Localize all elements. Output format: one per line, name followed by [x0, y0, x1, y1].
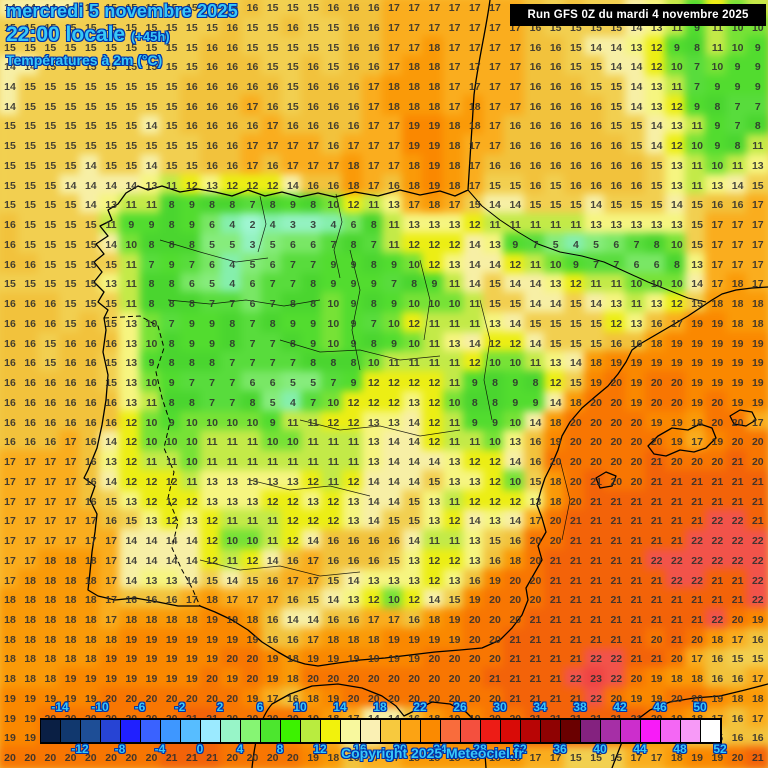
mallorca-island: [647, 423, 717, 457]
ibiza-island: [595, 471, 617, 489]
model-run-label: Run GFS 0Z du mardi 4 novembre 2025: [527, 9, 749, 21]
legend-label-top: -2: [174, 700, 186, 714]
map-title-block: mercredi 5 novembre 2025 22:00 locale (+…: [6, 2, 238, 67]
legend-label-bottom: -12: [71, 742, 89, 756]
portugal-spain-border: [103, 315, 201, 607]
parameter-label: Températures à 2m (°C): [6, 52, 163, 68]
forecast-date: mercredi 5 novembre 2025: [6, 1, 238, 21]
legend-label-bottom: 12: [313, 742, 327, 756]
legend-label-bottom: 40: [593, 742, 607, 756]
legend-label-bottom: 44: [633, 742, 647, 756]
legend-label-top: 2: [216, 700, 224, 714]
iberia-coastline: [83, 0, 768, 667]
legend-label-top: 18: [373, 700, 387, 714]
legend-label-top: 10: [293, 700, 307, 714]
legend-label-top: 26: [453, 700, 467, 714]
legend-label-bottom: 32: [513, 742, 527, 756]
legend-label-bottom: 4: [236, 742, 244, 756]
legend-label-bottom: 20: [393, 742, 407, 756]
legend-color-bar: [40, 718, 722, 744]
forecast-offset: (+45h): [130, 29, 170, 44]
legend-label-top: -10: [91, 700, 109, 714]
color-scale-legend: -14 -10 -6 -2 2 6 10 14 18 22 26 30 34 38 42 46 50 -12 -8-…: [0, 694, 768, 768]
legend-label-bottom: 28: [473, 742, 487, 756]
legend-label-bottom: -4: [154, 742, 166, 756]
legend-label-bottom: 0: [196, 742, 204, 756]
legend-label-bottom: 24: [433, 742, 447, 756]
france-spain-border: [467, 189, 707, 303]
legend-label-top: 38: [573, 700, 587, 714]
legend-label-top: 50: [693, 700, 707, 714]
legend-label-top: -6: [134, 700, 146, 714]
legend-label-top: 42: [613, 700, 627, 714]
legend-label-bottom: 36: [553, 742, 567, 756]
legend-label-bottom: 8: [276, 742, 284, 756]
model-run-info: Run GFS 0Z du mardi 4 novembre 2025: [510, 4, 766, 26]
legend-label-top: 14: [333, 700, 347, 714]
legend-label-bottom: 16: [353, 742, 367, 756]
legend-label-bottom: 48: [673, 742, 687, 756]
legend-label-top: 6: [256, 700, 264, 714]
legend-label-bottom: 52: [713, 742, 727, 756]
legend-label-top: 34: [533, 700, 547, 714]
legend-label-top: 30: [493, 700, 507, 714]
legend-label-top: 22: [413, 700, 427, 714]
menorca-island: [729, 409, 757, 427]
legend-label-top: -14: [51, 700, 69, 714]
copyright-notice: Copyright 2025 Meteociel.fr: [341, 745, 524, 761]
forecast-time: 22:00 locale (+45h): [6, 23, 170, 46]
legend-label-top: 46: [653, 700, 667, 714]
legend-label-bottom: -8: [114, 742, 126, 756]
